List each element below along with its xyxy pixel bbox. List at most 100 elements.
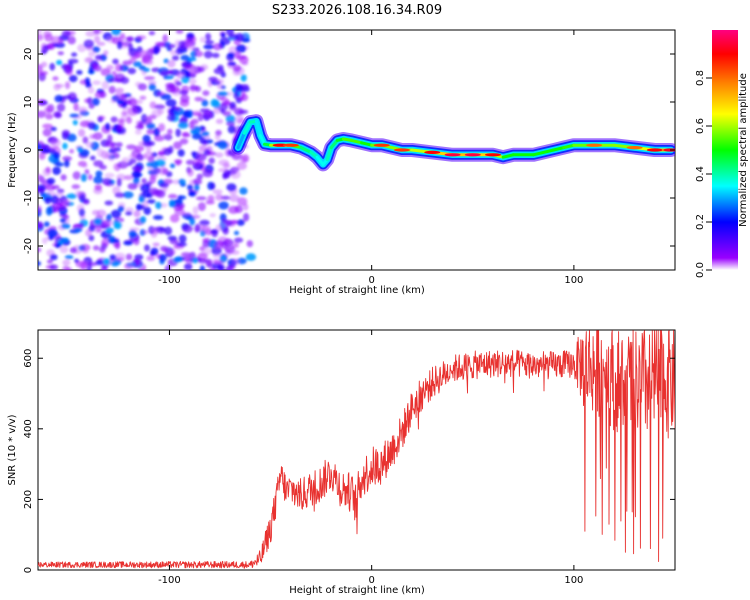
- signal-ridge: [231, 114, 675, 172]
- noise-speckle: [148, 30, 156, 36]
- ridge-core-segment: [325, 146, 333, 162]
- ridge-peak: [464, 153, 481, 157]
- noise-speckle: [227, 61, 237, 66]
- noise-speckle: [103, 258, 110, 266]
- noise-speckle: [175, 81, 183, 86]
- snr-panel: -100 0 100 0 200 400 600 Height of straight li…: [7, 329, 676, 596]
- noise-speckle: [38, 188, 45, 193]
- colorbar-gradient: [712, 30, 738, 270]
- noise-speckle: [125, 211, 133, 216]
- ridge-peak: [586, 143, 603, 147]
- noise-speckle: [50, 138, 62, 148]
- snr-y-tick-label: 600: [23, 349, 34, 368]
- noise-speckle: [194, 223, 201, 233]
- noise-speckle: [241, 154, 250, 163]
- noise-speckle: [64, 159, 70, 168]
- noise-speckle: [201, 131, 210, 137]
- noise-speckle: [44, 196, 52, 205]
- colorbar-ticks: 0.0 0.2 0.4 0.6 0.8: [695, 70, 712, 278]
- noise-speckle: [115, 87, 124, 94]
- noise-speckle: [80, 173, 87, 182]
- noise-speckle: [226, 30, 234, 36]
- noise-speckle: [50, 126, 57, 132]
- noise-speckle: [104, 172, 115, 178]
- noise-speckle: [217, 141, 229, 150]
- noise-speckle: [95, 170, 103, 178]
- noise-speckle: [114, 242, 121, 250]
- colorbar-tick-label: 0.4: [695, 166, 706, 182]
- noise-speckle: [49, 264, 59, 270]
- noise-speckle: [220, 32, 226, 38]
- noise-speckle: [188, 190, 197, 197]
- noise-speckle: [42, 128, 52, 137]
- noise-speckle: [163, 148, 172, 156]
- noise-speckle: [88, 235, 95, 242]
- noise-speckle: [69, 247, 77, 254]
- noise-speckle: [235, 83, 243, 90]
- noise-speckle: [128, 44, 134, 52]
- noise-speckle: [235, 33, 245, 42]
- noise-speckle: [61, 237, 70, 244]
- noise-speckle: [145, 144, 152, 153]
- noise-speckle: [171, 55, 180, 61]
- noise-speckle: [123, 240, 133, 246]
- noise-speckle: [177, 149, 185, 157]
- noise-speckle: [213, 43, 222, 51]
- noise-speckle: [178, 234, 187, 244]
- noise-speckle: [103, 220, 115, 227]
- noise-speckle: [38, 261, 41, 266]
- noise-speckle: [245, 253, 257, 261]
- noise-speckle: [87, 86, 95, 94]
- noise-speckle: [142, 134, 151, 144]
- noise-speckle: [106, 213, 112, 223]
- noise-speckle: [160, 93, 172, 100]
- noise-speckle: [62, 142, 68, 150]
- noise-speckle: [230, 250, 240, 255]
- noise-speckle: [119, 33, 126, 41]
- noise-speckle: [142, 115, 149, 120]
- noise-speckle: [99, 54, 107, 62]
- noise-speckle: [182, 224, 193, 233]
- noise-speckle: [146, 255, 155, 261]
- noise-speckle: [167, 128, 173, 135]
- noise-speckle: [135, 124, 145, 130]
- noise-speckle: [56, 103, 66, 112]
- noise-speckle: [164, 226, 173, 236]
- noise-speckle: [192, 178, 203, 185]
- noise-speckle: [218, 168, 229, 173]
- noise-speckle: [146, 199, 156, 204]
- noise-speckle: [162, 133, 171, 138]
- spectrogram-x-label: Height of straight line (km): [289, 285, 425, 296]
- noise-speckle: [207, 194, 215, 202]
- noise-speckle: [192, 206, 199, 215]
- snr-y-tick-label: 0: [23, 567, 34, 573]
- noise-speckle: [68, 75, 78, 83]
- noise-speckle: [202, 169, 213, 178]
- noise-speckle: [175, 159, 182, 166]
- noise-speckle: [45, 206, 53, 216]
- noise-speckle: [158, 167, 169, 176]
- noise-speckle: [158, 123, 166, 132]
- noise-speckle: [174, 106, 181, 111]
- noise-speckle: [168, 193, 178, 199]
- noise-speckle: [246, 240, 253, 248]
- noise-speckle: [182, 212, 192, 217]
- noise-speckle: [61, 129, 71, 137]
- noise-speckle: [129, 158, 137, 165]
- noise-speckle: [226, 183, 237, 192]
- noise-speckle: [213, 67, 225, 75]
- noise-speckle: [72, 224, 82, 229]
- noise-speckle: [196, 173, 203, 180]
- noise-speckle: [186, 33, 195, 38]
- noise-speckle: [116, 118, 126, 124]
- noise-speckle: [74, 258, 80, 263]
- ridge-core-segment: [236, 131, 246, 150]
- noise-speckle: [112, 152, 120, 159]
- noise-speckle: [52, 76, 59, 81]
- noise-speckle: [107, 77, 119, 83]
- ridge-core-segment: [329, 138, 339, 150]
- noise-speckle: [38, 33, 44, 41]
- colorbar-label: Normalized spectral amplitude: [738, 73, 749, 227]
- ridge-peak: [282, 143, 299, 147]
